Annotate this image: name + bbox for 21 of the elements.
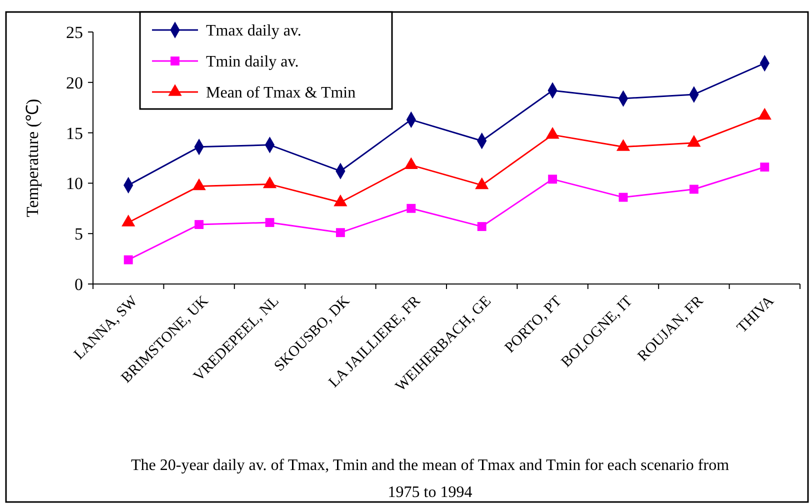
point xyxy=(265,218,274,227)
y-tick-label: 0 xyxy=(74,274,83,294)
y-tick-label: 5 xyxy=(74,224,83,244)
legend-label: Mean of Tmax & Tmin xyxy=(206,84,356,102)
point xyxy=(689,184,698,194)
text: The 20-year daily av. of Tmax, Tmin and the mean of Tmax and Tmin for each scenario from 1975 to 1994 xyxy=(130,456,730,503)
point xyxy=(194,220,204,229)
point xyxy=(124,255,133,264)
y-tick-label: 20 xyxy=(66,73,83,92)
y-axis-title: Temperature (℃) xyxy=(23,98,42,218)
y-tick-label: 25 xyxy=(66,22,83,42)
point xyxy=(760,162,770,172)
legend-label: Tmin daily av. xyxy=(206,54,299,71)
point xyxy=(477,222,486,232)
point xyxy=(618,192,628,202)
legend-label: Tmax daily av. xyxy=(206,22,302,40)
y-tick-label: 15 xyxy=(66,124,83,143)
point xyxy=(406,204,416,213)
point xyxy=(336,228,345,238)
point xyxy=(548,174,558,184)
y-tick-label: 10 xyxy=(66,174,83,194)
